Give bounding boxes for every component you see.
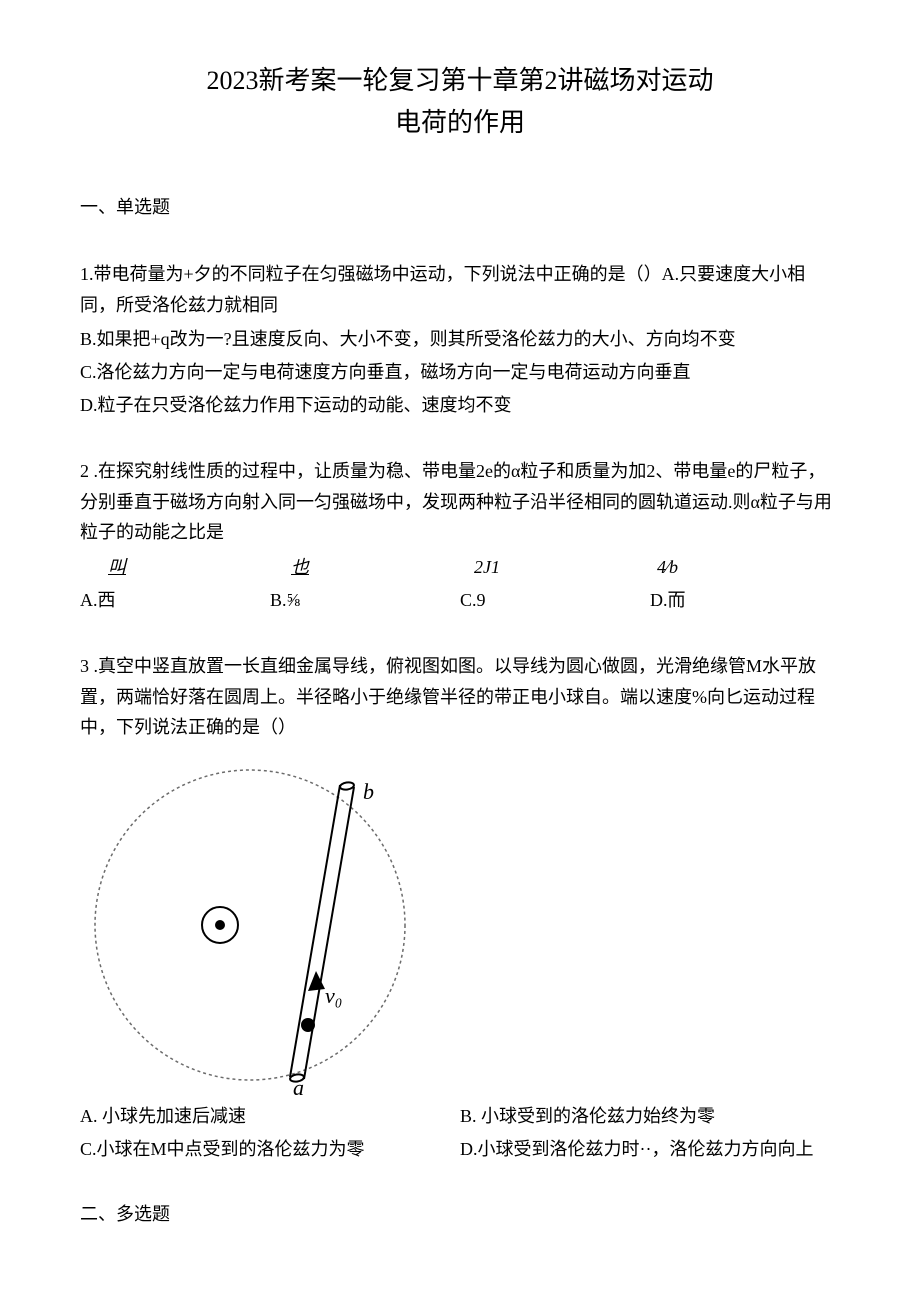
q3-option-d: D.小球受到洛伦兹力时··，洛伦兹力方向向上 (460, 1134, 840, 1165)
q1-option-b: B.如果把+q改为一?且速度反向、大小不变，则其所受洛伦兹力的大小、方向均不变 (80, 324, 840, 355)
q2-frac-c: 2J1 (474, 552, 657, 583)
q2-frac-b: 也 (291, 552, 474, 583)
q3-stem: 3 .真空中竖直放置一长直细金属导线，俯视图如图。以导线为圆心做圆，光滑绝缘管M… (80, 651, 840, 743)
q3-option-a: A. 小球先加速后减速 (80, 1101, 460, 1132)
q3-options-row1: A. 小球先加速后减速 B. 小球受到的洛伦兹力始终为零 (80, 1101, 840, 1132)
page-title: 2023新考案一轮复习第十章第2讲磁场对运动 电荷的作用 (80, 60, 840, 143)
section-heading-2: 二、多选题 (80, 1200, 840, 1226)
q2-stem: 2 .在探究射线性质的过程中，让质量为稳、带电量2e的α粒子和质量为加2、带电量… (80, 456, 840, 548)
q2-option-a: A.西 (80, 585, 270, 616)
tube-top-ellipse (340, 781, 355, 790)
label-b: b (363, 779, 374, 804)
label-a: a (293, 1075, 304, 1095)
q3-option-b: B. 小球受到的洛伦兹力始终为零 (460, 1101, 840, 1132)
title-line-2: 电荷的作用 (80, 102, 840, 144)
question-3: 3 .真空中竖直放置一长直细金属导线，俯视图如图。以导线为圆心做圆，光滑绝缘管M… (80, 651, 840, 1164)
label-v0: v₀ (325, 983, 342, 1008)
q3-option-c: C.小球在M中点受到的洛伦兹力为零 (80, 1134, 460, 1165)
q2-fraction-row: 叫 也 2J1 4∕b (80, 552, 840, 583)
section-heading-1: 一、单选题 (80, 193, 840, 219)
q2-frac-d: 4∕b (657, 552, 840, 583)
title-line-1: 2023新考案一轮复习第十章第2讲磁场对运动 (80, 60, 840, 102)
question-2: 2 .在探究射线性质的过程中，让质量为稳、带电量2e的α粒子和质量为加2、带电量… (80, 456, 840, 615)
q2-option-b: B.⅝ (270, 585, 460, 616)
ball-dot (301, 1018, 315, 1032)
circle-diagram-svg: b a v₀ (80, 755, 440, 1095)
q1-stem: 1.带电荷量为+夕的不同粒子在匀强磁场中运动，下列说法中正确的是（）A.只要速度… (80, 259, 840, 320)
tube-line-left (290, 785, 340, 1077)
center-dot (215, 920, 225, 930)
q1-option-c: C.洛伦兹力方向一定与电荷速度方向垂直，磁场方向一定与电荷运动方向垂直 (80, 357, 840, 388)
q3-diagram: b a v₀ (80, 755, 840, 1095)
q2-options: A.西 B.⅝ C.9 D.而 (80, 585, 840, 616)
q2-option-c: C.9 (460, 585, 650, 616)
q3-options-row2: C.小球在M中点受到的洛伦兹力为零 D.小球受到洛伦兹力时··，洛伦兹力方向向上 (80, 1134, 840, 1165)
dashed-circle (95, 770, 405, 1080)
question-1: 1.带电荷量为+夕的不同粒子在匀强磁场中运动，下列说法中正确的是（）A.只要速度… (80, 259, 840, 420)
tube-line-right (304, 787, 354, 1079)
q1-option-d: D.粒子在只受洛伦兹力作用下运动的动能、速度均不变 (80, 390, 840, 421)
q2-frac-a: 叫 (80, 552, 291, 583)
q2-option-d: D.而 (650, 585, 840, 616)
